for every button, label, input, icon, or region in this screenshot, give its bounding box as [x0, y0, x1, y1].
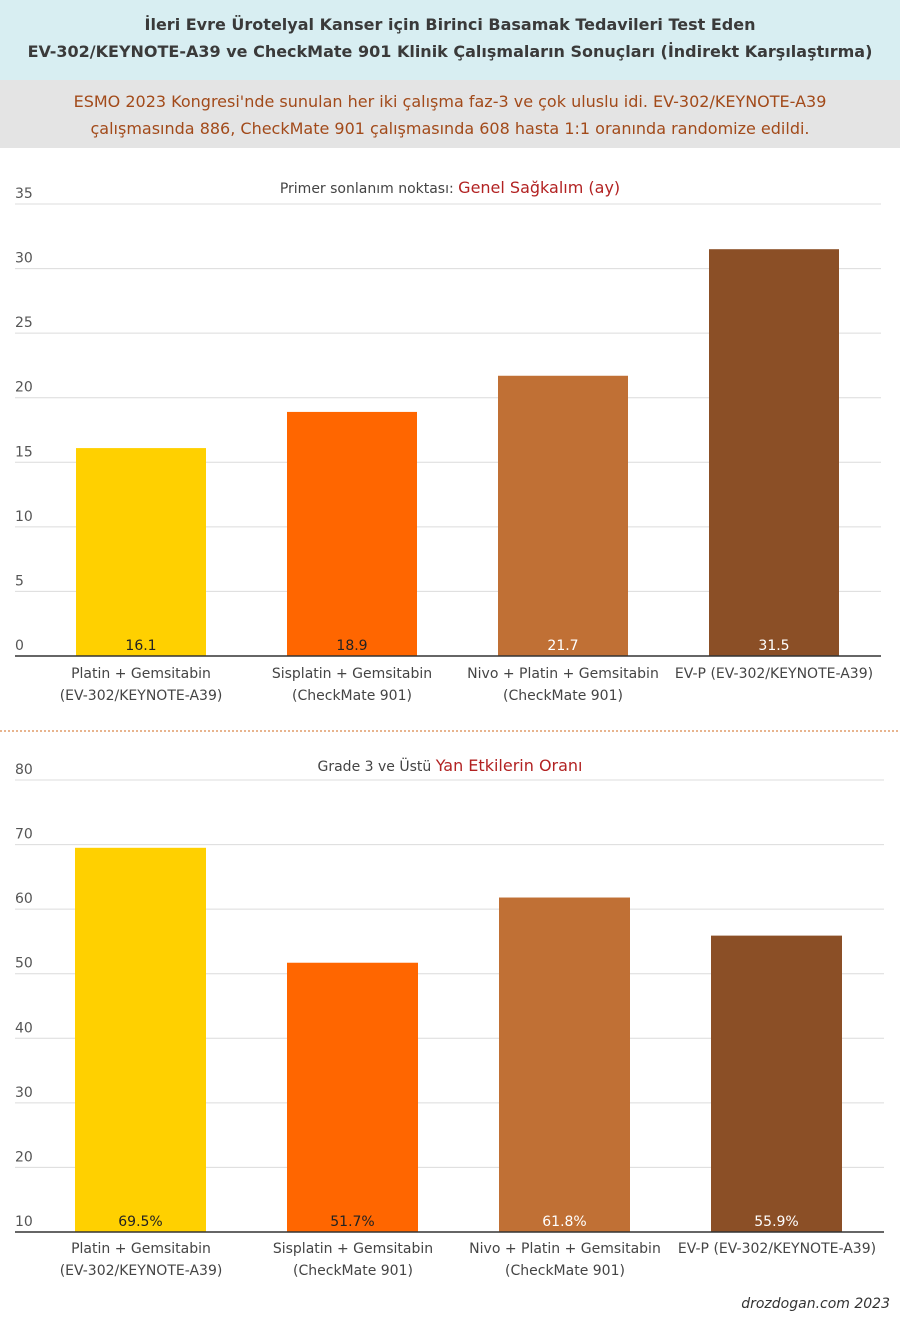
category-label: (CheckMate 901): [292, 688, 412, 704]
y-tick-label: 30: [15, 1085, 33, 1101]
y-tick-label: 10: [15, 509, 33, 525]
category-label: Sisplatin + Gemsitabin: [272, 666, 432, 682]
category-label: EV-P (EV-302/KEYNOTE-A39): [678, 1241, 876, 1257]
category-label: (EV-302/KEYNOTE-A39): [60, 688, 223, 704]
y-tick-label: 80: [15, 762, 33, 778]
credit-text: drozdogan.com 2023: [741, 1296, 890, 1312]
y-tick-label: 50: [15, 956, 33, 972]
y-tick-label: 5: [15, 573, 24, 589]
bar-value-label: 31.5: [758, 638, 789, 654]
bar-value-label: 61.8%: [542, 1214, 586, 1230]
category-label: (CheckMate 901): [503, 688, 623, 704]
bar-4: [711, 935, 842, 1232]
bar-value-label: 16.1: [125, 638, 156, 654]
bar-value-label: 21.7: [547, 638, 578, 654]
y-tick-label: 10: [15, 1214, 33, 1230]
chart-title-prefix: Primer sonlanım noktası:: [280, 181, 458, 197]
chart-1-title: Primer sonlanım noktası: Genel Sağkalım …: [280, 178, 620, 197]
bar-1: [75, 847, 206, 1232]
subheader-line1: ESMO 2023 Kongresi'nde sunulan her iki ç…: [73, 92, 827, 111]
category-label: (CheckMate 901): [293, 1263, 413, 1279]
y-tick-label: 60: [15, 891, 33, 907]
chart-title-line2: EV-302/KEYNOTE-A39 ve CheckMate 901 Klin…: [27, 42, 873, 61]
y-tick-label: 70: [15, 827, 33, 843]
category-label: Platin + Gemsitabin: [71, 1241, 211, 1257]
category-label: Platin + Gemsitabin: [71, 666, 211, 682]
category-label: Sisplatin + Gemsitabin: [273, 1241, 433, 1257]
y-tick-label: 0: [15, 638, 24, 654]
category-label: (EV-302/KEYNOTE-A39): [60, 1263, 223, 1279]
chart-title-highlight: Yan Etkilerin Oranı: [435, 756, 583, 775]
bar-1: [76, 448, 206, 656]
category-label: Nivo + Platin + Gemsitabin: [469, 1241, 661, 1257]
y-tick-label: 40: [15, 1020, 33, 1036]
bar-3: [498, 375, 628, 656]
bar-4: [709, 249, 839, 656]
bar-value-label: 55.9%: [754, 1214, 798, 1230]
header-banner: İleri Evre Ürotelyal Kanser için Birinci…: [0, 0, 900, 80]
chart-1: Primer sonlanım noktası: Genel Sağkalım …: [15, 178, 881, 704]
category-label: Nivo + Platin + Gemsitabin: [467, 666, 659, 682]
y-tick-label: 25: [15, 315, 33, 331]
chart-2-title: Grade 3 ve Üstü Yan Etkilerin Oranı: [318, 756, 583, 775]
bar-2: [287, 962, 418, 1232]
bar-3: [499, 897, 630, 1232]
category-label: (CheckMate 901): [505, 1263, 625, 1279]
chart-title-highlight: Genel Sağkalım (ay): [458, 178, 620, 197]
chart-title-prefix: Grade 3 ve Üstü: [318, 757, 436, 775]
chart-2: Grade 3 ve Üstü Yan Etkilerin Oranı 10 20 3…: [15, 756, 884, 1279]
y-tick-label: 20: [15, 1149, 33, 1165]
y-tick-label: 35: [15, 186, 33, 202]
y-tick-label: 15: [15, 444, 33, 460]
subheader-line2: çalışmasında 886, CheckMate 901 çalışmas…: [90, 119, 810, 138]
category-label: EV-P (EV-302/KEYNOTE-A39): [675, 666, 873, 682]
bar-2: [287, 411, 417, 656]
subheader-banner: ESMO 2023 Kongresi'nde sunulan her iki ç…: [0, 80, 900, 148]
y-tick-label: 20: [15, 380, 33, 396]
bar-value-label: 69.5%: [118, 1214, 162, 1230]
bar-value-label: 18.9: [336, 638, 367, 654]
chart-title-line1: İleri Evre Ürotelyal Kanser için Birinci…: [144, 15, 756, 34]
y-tick-label: 30: [15, 251, 33, 267]
bar-value-label: 51.7%: [330, 1214, 374, 1230]
